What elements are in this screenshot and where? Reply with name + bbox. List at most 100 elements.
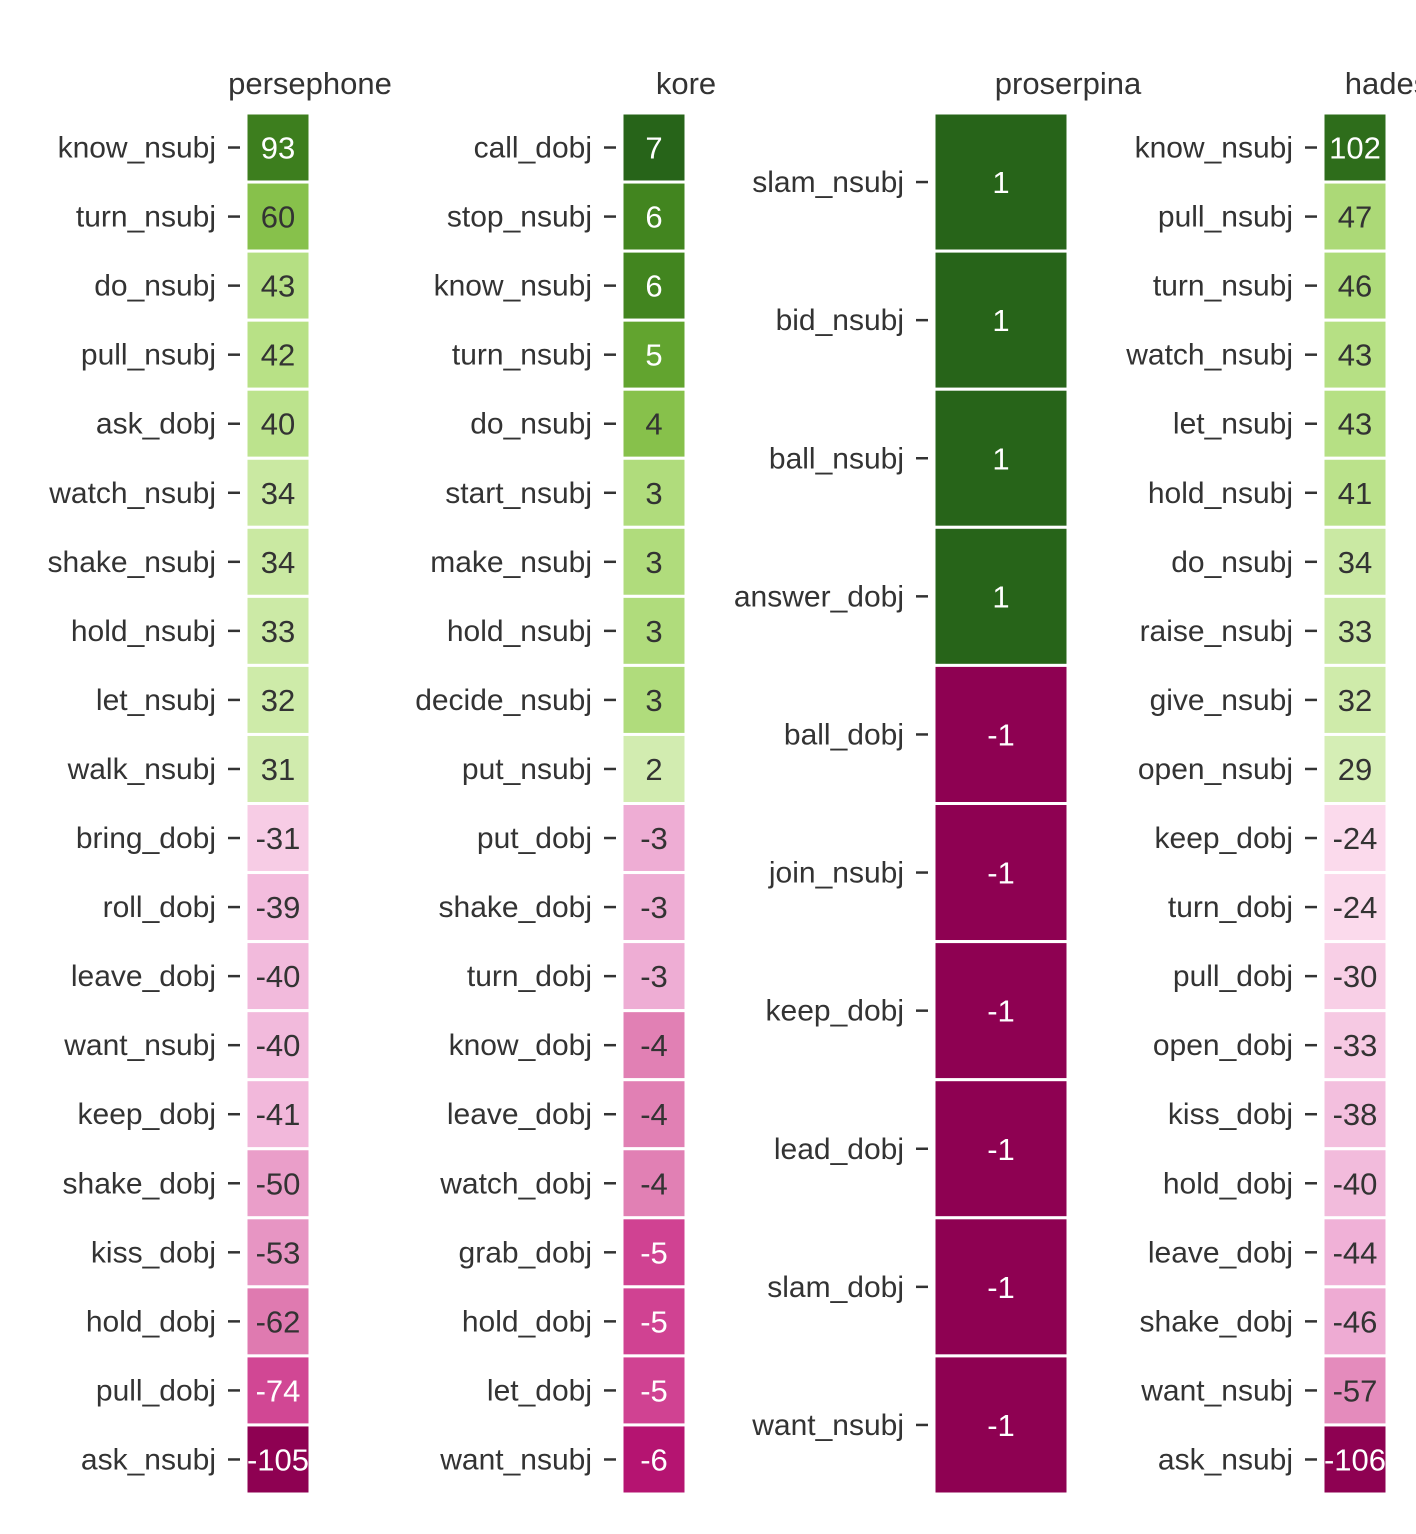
row-label: shake_dobj	[439, 891, 592, 924]
heatmap-cell	[244, 387, 312, 460]
cell-value-label: 32	[261, 683, 295, 718]
cell-value-label: -5	[640, 1373, 668, 1408]
row-label: lead_dobj	[774, 1133, 904, 1166]
heatmap-panel-persephone: persephone 93 know_nsubj 60 turn_nsubj 43 do_n…	[48, 66, 392, 1496]
row-label: open_dobj	[1153, 1029, 1293, 1062]
row-label: pull_nsubj	[1158, 201, 1293, 234]
row-label: turn_nsubj	[452, 339, 592, 372]
cell-value-label: 93	[261, 131, 295, 166]
cell-value-label: 33	[1338, 614, 1372, 649]
heatmap-cell	[620, 1423, 688, 1496]
cell-value-label: -39	[256, 890, 301, 925]
row-label: ask_nsubj	[81, 1443, 216, 1476]
cell-value-label: -57	[1333, 1373, 1378, 1408]
cell-value-label: -62	[256, 1304, 301, 1339]
heatmap-cell	[932, 249, 1070, 391]
cell-value-label: -41	[256, 1097, 301, 1132]
heatmap-cell	[620, 387, 688, 460]
cell-value-label: -4	[640, 1097, 668, 1132]
heatmap-cell	[620, 594, 688, 667]
heatmap-cell	[244, 1078, 312, 1151]
heatmap-cell	[932, 802, 1070, 944]
heatmap-cell	[932, 1078, 1070, 1220]
row-label: leave_dobj	[1148, 1236, 1293, 1269]
heatmap-cell	[244, 1216, 312, 1289]
cell-value-label: -4	[640, 1028, 668, 1063]
panel-title: proserpina	[995, 66, 1142, 101]
row-label: do_nsubj	[1171, 546, 1293, 579]
row-label: watch_nsubj	[1125, 339, 1293, 372]
row-label: make_nsubj	[430, 546, 592, 579]
row-label: ball_nsubj	[769, 442, 904, 475]
cell-value-label: -24	[1333, 821, 1378, 856]
row-label: do_nsubj	[470, 408, 592, 441]
cell-value-label: -3	[640, 959, 668, 994]
cell-value-label: 5	[645, 338, 662, 373]
cell-value-label: 6	[645, 269, 662, 304]
row-label: start_nsubj	[445, 477, 592, 510]
cell-value-label: 3	[645, 476, 662, 511]
cell-value-label: -40	[256, 1028, 301, 1063]
row-label: roll_dobj	[103, 891, 216, 924]
cell-value-label: -53	[256, 1235, 301, 1270]
cell-value-label: -106	[1324, 1442, 1386, 1477]
row-label: let_dobj	[487, 1374, 592, 1407]
heatmap-cell	[244, 249, 312, 322]
row-label: want_nsubj	[1140, 1374, 1293, 1407]
row-label: keep_dobj	[78, 1098, 216, 1131]
heatmap-cell	[932, 1216, 1070, 1358]
heatmap-cell	[932, 1354, 1070, 1496]
row-label: pull_dobj	[1173, 960, 1293, 993]
cell-value-label: 31	[261, 752, 295, 787]
row-label: decide_nsubj	[415, 684, 592, 717]
row-label: do_nsubj	[94, 270, 216, 303]
cell-value-label: -40	[1333, 1166, 1378, 1201]
heatmap-cell	[244, 1009, 312, 1082]
panel-title: persephone	[228, 66, 392, 101]
cell-value-label: 34	[1338, 545, 1372, 580]
row-label: let_nsubj	[96, 684, 216, 717]
panel-title: hades	[1345, 66, 1416, 101]
cell-value-label: 6	[645, 200, 662, 235]
cell-value-label: -1	[987, 856, 1015, 891]
row-label: know_dobj	[449, 1029, 592, 1062]
heatmap-cell	[932, 663, 1070, 806]
heatmap-cell	[244, 594, 312, 667]
cell-value-label: -3	[640, 890, 668, 925]
cell-value-label: -1	[987, 1270, 1015, 1305]
row-label: ask_nsubj	[1158, 1443, 1293, 1476]
heatmap-cell	[244, 525, 312, 598]
heatmap-cell	[620, 732, 688, 806]
row-label: turn_nsubj	[1153, 270, 1293, 303]
cell-value-label: -1	[987, 1132, 1015, 1167]
row-label: call_dobj	[474, 132, 592, 165]
row-label: know_nsubj	[1135, 132, 1293, 165]
cell-value-label: -3	[640, 821, 668, 856]
heatmap-cell	[244, 871, 312, 944]
heatmap-cell	[1321, 180, 1389, 253]
cell-value-label: 4	[645, 407, 662, 442]
heatmap-cell	[620, 525, 688, 598]
row-label: turn_dobj	[1168, 891, 1293, 924]
row-label: pull_nsubj	[81, 339, 216, 372]
cell-value-label: 43	[1338, 407, 1372, 442]
cell-value-label: -33	[1333, 1028, 1378, 1063]
heatmap-panel-kore: kore 7 call_dobj 6 stop_nsubj 6 know_nsubj 5 tur…	[415, 66, 716, 1496]
cell-value-label: 33	[261, 614, 295, 649]
row-label: open_nsubj	[1138, 753, 1293, 786]
cell-value-label: 47	[1338, 200, 1372, 235]
cell-value-label: 1	[992, 441, 1009, 476]
heatmap-panel-hades: hades 102 know_nsubj 47 pull_nsubj 46 turn_nsu…	[1125, 66, 1416, 1496]
row-label: want_nsubj	[63, 1029, 216, 1062]
cell-value-label: -40	[256, 959, 301, 994]
panel-title: kore	[656, 66, 716, 101]
row-label: bid_nsubj	[776, 304, 904, 337]
row-label: turn_nsubj	[76, 201, 216, 234]
heatmap-cell	[932, 387, 1070, 529]
cell-value-label: -1	[987, 994, 1015, 1029]
cell-value-label: -4	[640, 1166, 668, 1201]
heatmap-cell	[1321, 1147, 1389, 1220]
row-label: hold_dobj	[462, 1305, 592, 1338]
cell-value-label: 32	[1338, 683, 1372, 718]
row-label: ball_dobj	[784, 718, 904, 751]
